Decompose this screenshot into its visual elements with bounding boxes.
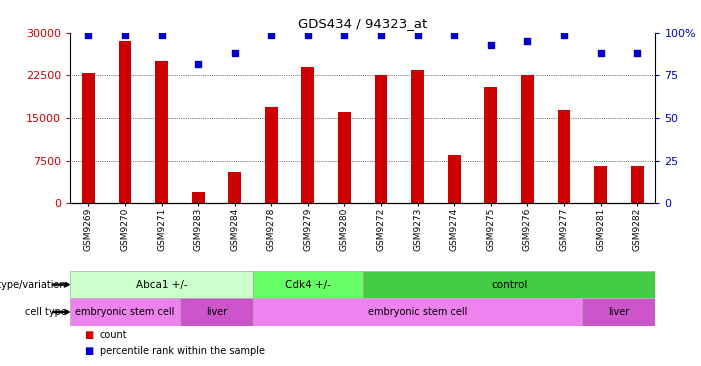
Point	[302, 32, 313, 38]
Bar	[484, 87, 497, 203]
Text: ■: ■	[84, 346, 93, 356]
Text: liver: liver	[206, 307, 227, 317]
Bar	[253, 298, 583, 326]
Text: genotype/variation: genotype/variation	[0, 280, 67, 290]
Text: control: control	[491, 280, 527, 290]
Bar	[70, 271, 253, 298]
Bar	[229, 172, 241, 203]
Point	[412, 32, 423, 38]
Text: Abca1 +/-: Abca1 +/-	[136, 280, 187, 290]
Text: liver: liver	[608, 307, 629, 317]
Point	[193, 61, 204, 67]
Point	[266, 32, 277, 38]
Bar	[265, 107, 278, 203]
Text: embryonic stem cell: embryonic stem cell	[368, 307, 468, 317]
Bar	[82, 73, 95, 203]
Bar	[411, 70, 424, 203]
Point	[522, 38, 533, 44]
Point	[339, 32, 350, 38]
Bar	[338, 112, 351, 203]
Bar	[70, 298, 180, 326]
Point	[156, 32, 167, 38]
Point	[485, 42, 496, 48]
Text: embryonic stem cell: embryonic stem cell	[75, 307, 175, 317]
Point	[83, 32, 94, 38]
Bar	[363, 271, 655, 298]
Text: ■: ■	[84, 330, 93, 340]
Bar	[118, 41, 131, 203]
Bar	[301, 67, 314, 203]
Bar	[631, 166, 644, 203]
Point	[376, 32, 387, 38]
Bar	[374, 75, 388, 203]
Point	[632, 51, 643, 56]
Bar	[594, 166, 607, 203]
Bar	[180, 298, 253, 326]
Point	[595, 51, 606, 56]
Bar	[253, 271, 363, 298]
Bar	[155, 61, 168, 203]
Bar	[521, 75, 533, 203]
Text: cell type: cell type	[25, 307, 67, 317]
Bar	[583, 298, 655, 326]
Bar	[557, 109, 571, 203]
Bar	[448, 155, 461, 203]
Text: Cdk4 +/-: Cdk4 +/-	[285, 280, 331, 290]
Text: percentile rank within the sample: percentile rank within the sample	[100, 346, 264, 356]
Point	[449, 32, 460, 38]
Bar	[192, 192, 205, 203]
Title: GDS434 / 94323_at: GDS434 / 94323_at	[298, 17, 428, 30]
Point	[229, 51, 240, 56]
Point	[119, 32, 130, 38]
Point	[559, 32, 570, 38]
Text: count: count	[100, 330, 127, 340]
